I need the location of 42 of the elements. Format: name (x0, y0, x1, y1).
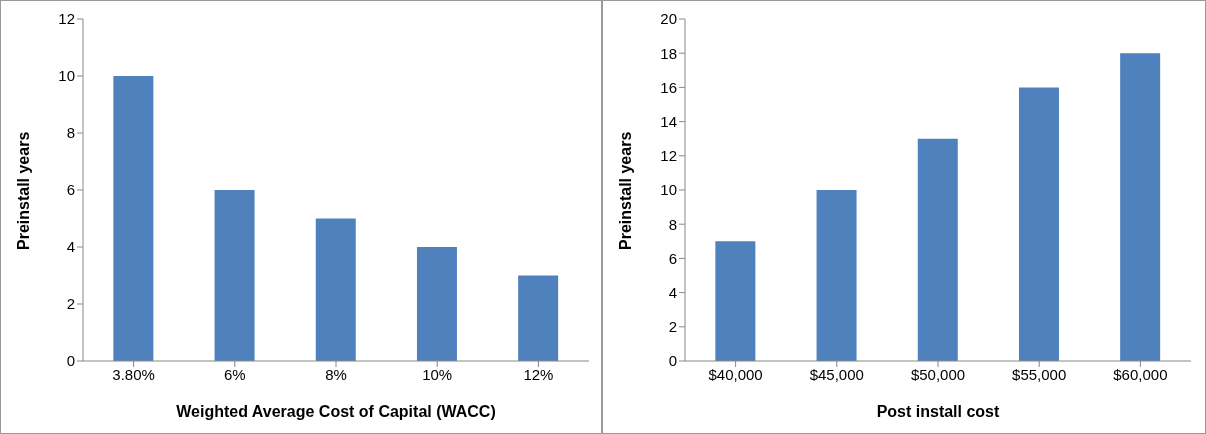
y-tick-label: 14 (660, 112, 677, 130)
y-axis-title: Preinstall years (616, 131, 634, 250)
y-tick-label: 0 (66, 352, 75, 370)
x-tick-label: $45,000 (809, 365, 864, 383)
x-tick-label: 6% (223, 365, 246, 383)
y-tick-label: 16 (660, 78, 677, 96)
bar (416, 247, 457, 361)
bar (1018, 87, 1059, 361)
bar (1120, 53, 1161, 361)
y-tick-label: 12 (58, 10, 75, 28)
y-tick-label: 0 (668, 352, 677, 370)
y-tick-label: 4 (668, 283, 677, 301)
y-tick-label: 8 (668, 215, 677, 233)
x-tick-label: $55,000 (1012, 365, 1067, 383)
bar (715, 241, 756, 361)
bar (214, 190, 255, 361)
y-tick-label: 18 (660, 44, 677, 62)
x-tick-label: 3.80% (112, 365, 155, 383)
y-tick-label: 4 (66, 238, 75, 256)
y-tick-label: 8 (66, 124, 75, 142)
y-tick-label: 2 (668, 318, 677, 336)
y-tick-label: 12 (660, 147, 677, 165)
y-tick-label: 6 (668, 249, 677, 267)
x-axis-title: Post install cost (876, 403, 1001, 420)
x-tick-label: 8% (325, 365, 347, 383)
y-tick-label: 20 (660, 10, 677, 28)
x-tick-label: $40,000 (708, 365, 763, 383)
y-tick-label: 2 (66, 295, 75, 313)
y-axis-title: Preinstall years (14, 131, 32, 250)
bar (917, 138, 958, 361)
x-tick-label: $60,000 (1113, 365, 1168, 383)
bar (315, 218, 356, 361)
y-tick-label: 6 (66, 181, 75, 199)
y-tick-label: 10 (58, 67, 75, 85)
bar (816, 190, 857, 361)
y-tick-label: 10 (660, 181, 677, 199)
x-tick-label: 12% (523, 365, 554, 383)
x-axis-title: Weighted Average Cost of Capital (WACC) (176, 403, 496, 420)
x-tick-label: 10% (422, 365, 453, 383)
bar (113, 76, 154, 361)
bar (518, 275, 559, 361)
x-tick-label: $50,000 (910, 365, 966, 383)
